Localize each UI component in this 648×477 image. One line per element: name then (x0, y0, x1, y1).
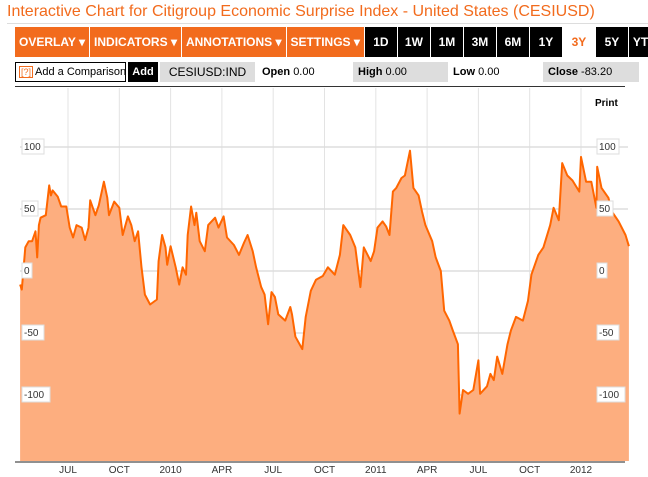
y-tick-box-right (596, 262, 608, 279)
x-tick-label: OCT (314, 465, 335, 476)
print-button[interactable]: Print (595, 98, 618, 109)
range-ytd[interactable]: YTD (628, 27, 648, 57)
x-tick-label: APR (417, 465, 438, 476)
x-tick-label: JUL (264, 465, 282, 476)
y-tick-box-right (596, 386, 626, 403)
comparison-input[interactable]: [?] Add a Comparison (15, 62, 126, 82)
divider (7, 23, 648, 24)
x-tick-label: OCT (109, 465, 130, 476)
page-title: Interactive Chart for Citigroup Economic… (7, 3, 595, 20)
divider (15, 86, 625, 87)
range-1m[interactable]: 1M (430, 27, 463, 57)
indicators-menu[interactable]: INDICATORS ▾ (90, 27, 181, 57)
y-tick-box-left (21, 386, 51, 403)
y-tick-box-left (21, 324, 45, 341)
y-tick-label-left: -50 (24, 328, 39, 339)
range-3m[interactable]: 3M (463, 27, 496, 57)
open-number: 0.00 (293, 66, 315, 78)
y-tick-label-right: 100 (599, 142, 616, 153)
high-value: High 0.00 (353, 62, 448, 82)
y-tick-box-left (21, 262, 33, 279)
open-label: Open (262, 66, 291, 78)
y-tick-label-right: 50 (599, 204, 611, 215)
range-5y[interactable]: 5Y (595, 27, 628, 57)
range-1w[interactable]: 1W (397, 27, 430, 57)
close-number: -83.20 (581, 66, 613, 78)
symbol-label: CESIUSD:IND (160, 62, 255, 82)
y-tick-box-left (21, 200, 39, 217)
x-tick-label: OCT (519, 465, 540, 476)
overlay-menu[interactable]: OVERLAY ▾ (15, 27, 90, 57)
area-fill (20, 150, 629, 461)
high-label: High (358, 66, 383, 78)
open-value: Open 0.00 (257, 62, 352, 82)
range-1d[interactable]: 1D (364, 27, 397, 57)
settings-menu[interactable]: SETTINGS ▾ (286, 27, 364, 57)
x-tick-label: JUL (470, 465, 488, 476)
y-tick-box-right (596, 200, 614, 217)
help-icon[interactable]: [?] (19, 66, 34, 78)
series-line (19, 149, 630, 415)
x-tick-label: 2012 (570, 465, 593, 476)
x-tick-label: 2010 (159, 465, 182, 476)
x-tick-label: 2011 (365, 465, 387, 476)
y-tick-box-left (21, 138, 45, 155)
range-1y[interactable]: 1Y (529, 27, 562, 57)
chart-toolbar: OVERLAY ▾ INDICATORS ▾ ANNOTATIONS ▾ SET… (15, 27, 648, 57)
y-tick-label-right: -100 (599, 390, 619, 401)
close-value: Close -83.20 (543, 62, 639, 82)
y-tick-label-left: 0 (24, 266, 30, 277)
close-label: Close (548, 66, 578, 78)
y-tick-box-right (596, 324, 620, 341)
range-3y[interactable]: 3Y (562, 27, 595, 57)
low-label: Low (453, 66, 475, 78)
high-number: 0.00 (385, 66, 407, 78)
x-tick-label: JUL (59, 465, 77, 476)
add-comparison-button[interactable]: Add (128, 62, 158, 82)
y-tick-label-left: 50 (24, 204, 36, 215)
x-tick-label: APR (212, 465, 233, 476)
y-tick-label-right: 0 (599, 266, 605, 277)
y-tick-label-left: 100 (24, 142, 41, 153)
annotations-menu[interactable]: ANNOTATIONS ▾ (181, 27, 286, 57)
y-tick-box-right (596, 138, 620, 155)
y-tick-label-right: -50 (599, 328, 614, 339)
comparison-placeholder: Add a Comparison (35, 66, 127, 78)
range-6m[interactable]: 6M (496, 27, 529, 57)
low-number: 0.00 (478, 66, 500, 78)
low-value: Low 0.00 (448, 62, 543, 82)
y-tick-label-left: -100 (24, 390, 44, 401)
